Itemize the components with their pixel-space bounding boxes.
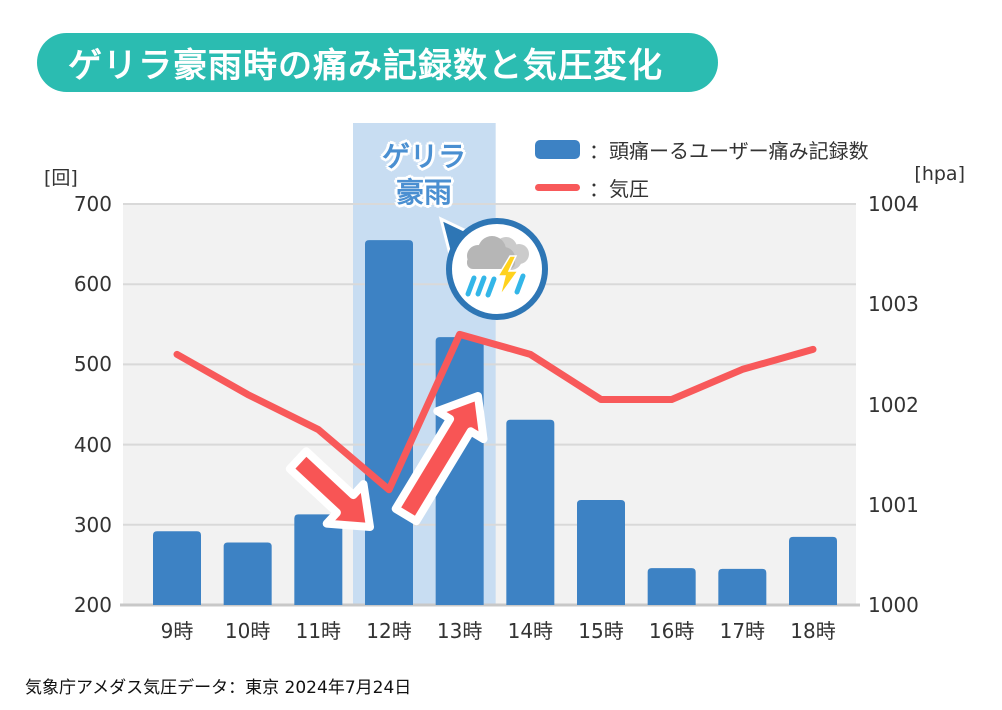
pressure-rise-arrow <box>391 392 488 526</box>
bar <box>294 514 343 605</box>
x-axis-label: 11時 <box>295 619 342 643</box>
bar <box>506 419 555 605</box>
x-axis-label: 18時 <box>790 619 836 643</box>
legend-row-bars: ：頭痛ーるユーザー痛み記録数 <box>535 136 869 163</box>
x-axis-label: 13時 <box>436 619 483 643</box>
x-axis-label: 9時 <box>160 619 194 643</box>
right-axis-tick: 1001 <box>868 492 919 517</box>
x-axis-label: 17時 <box>719 619 766 643</box>
bar <box>789 536 837 605</box>
left-axis-tick: 400 <box>73 432 112 457</box>
lightning-icon <box>496 255 520 297</box>
x-axis-label: 10時 <box>224 619 271 643</box>
right-axis-tick: 1003 <box>868 292 919 317</box>
storm-icon <box>465 236 529 298</box>
bar <box>577 499 625 605</box>
storm-badge <box>446 218 548 320</box>
legend-row-line: ：気圧 <box>535 174 869 201</box>
x-axis-label: 15時 <box>578 619 624 643</box>
left-axis-tick: 200 <box>73 593 112 617</box>
bar <box>365 240 413 605</box>
x-axis-label: 14時 <box>507 619 554 643</box>
left-axis-tick: 500 <box>73 352 112 377</box>
data-source: 気象庁アメダス気圧データ：東京 2024年7月24日 <box>25 678 412 698</box>
bar-series-label: ：頭痛ーるユーザー痛み記録数 <box>589 138 869 163</box>
bar <box>718 568 767 605</box>
highlight-label: ゲリラ 豪雨 <box>353 139 495 211</box>
right-axis-tick: 1004 <box>868 192 919 216</box>
x-axis-label: 12時 <box>366 619 412 643</box>
right-axis-unit: [hpa] <box>914 163 965 185</box>
left-axis-unit: [回] <box>44 167 78 189</box>
right-axis-tick: 1002 <box>868 392 919 417</box>
highlight-label-line2: 豪雨 <box>395 176 452 209</box>
title-banner: ゲリラ豪雨時の痛み記録数と気圧変化 <box>37 33 718 92</box>
left-axis-tick: 600 <box>73 272 112 297</box>
bar-series-swatch <box>535 139 580 159</box>
line-series-label: ：気圧 <box>589 176 649 201</box>
rain <box>465 273 526 298</box>
left-axis-tick: 300 <box>73 512 112 537</box>
highlight-label-line1: ゲリラ <box>381 140 466 173</box>
line-series-swatch <box>535 183 580 191</box>
bar <box>223 542 272 605</box>
pressure-line <box>173 330 817 494</box>
right-axis-tick: 1000 <box>868 593 919 617</box>
left-axis-tick: 700 <box>73 192 112 216</box>
x-axis-label: 16時 <box>648 619 695 643</box>
bar <box>153 531 201 605</box>
bar <box>647 568 696 605</box>
page-title: ゲリラ豪雨時の痛み記録数と気圧変化 <box>68 46 663 86</box>
pressure-drop-arrow <box>285 447 374 531</box>
legend: ：頭痛ーるユーザー痛み記録数 ：気圧 <box>535 136 869 212</box>
